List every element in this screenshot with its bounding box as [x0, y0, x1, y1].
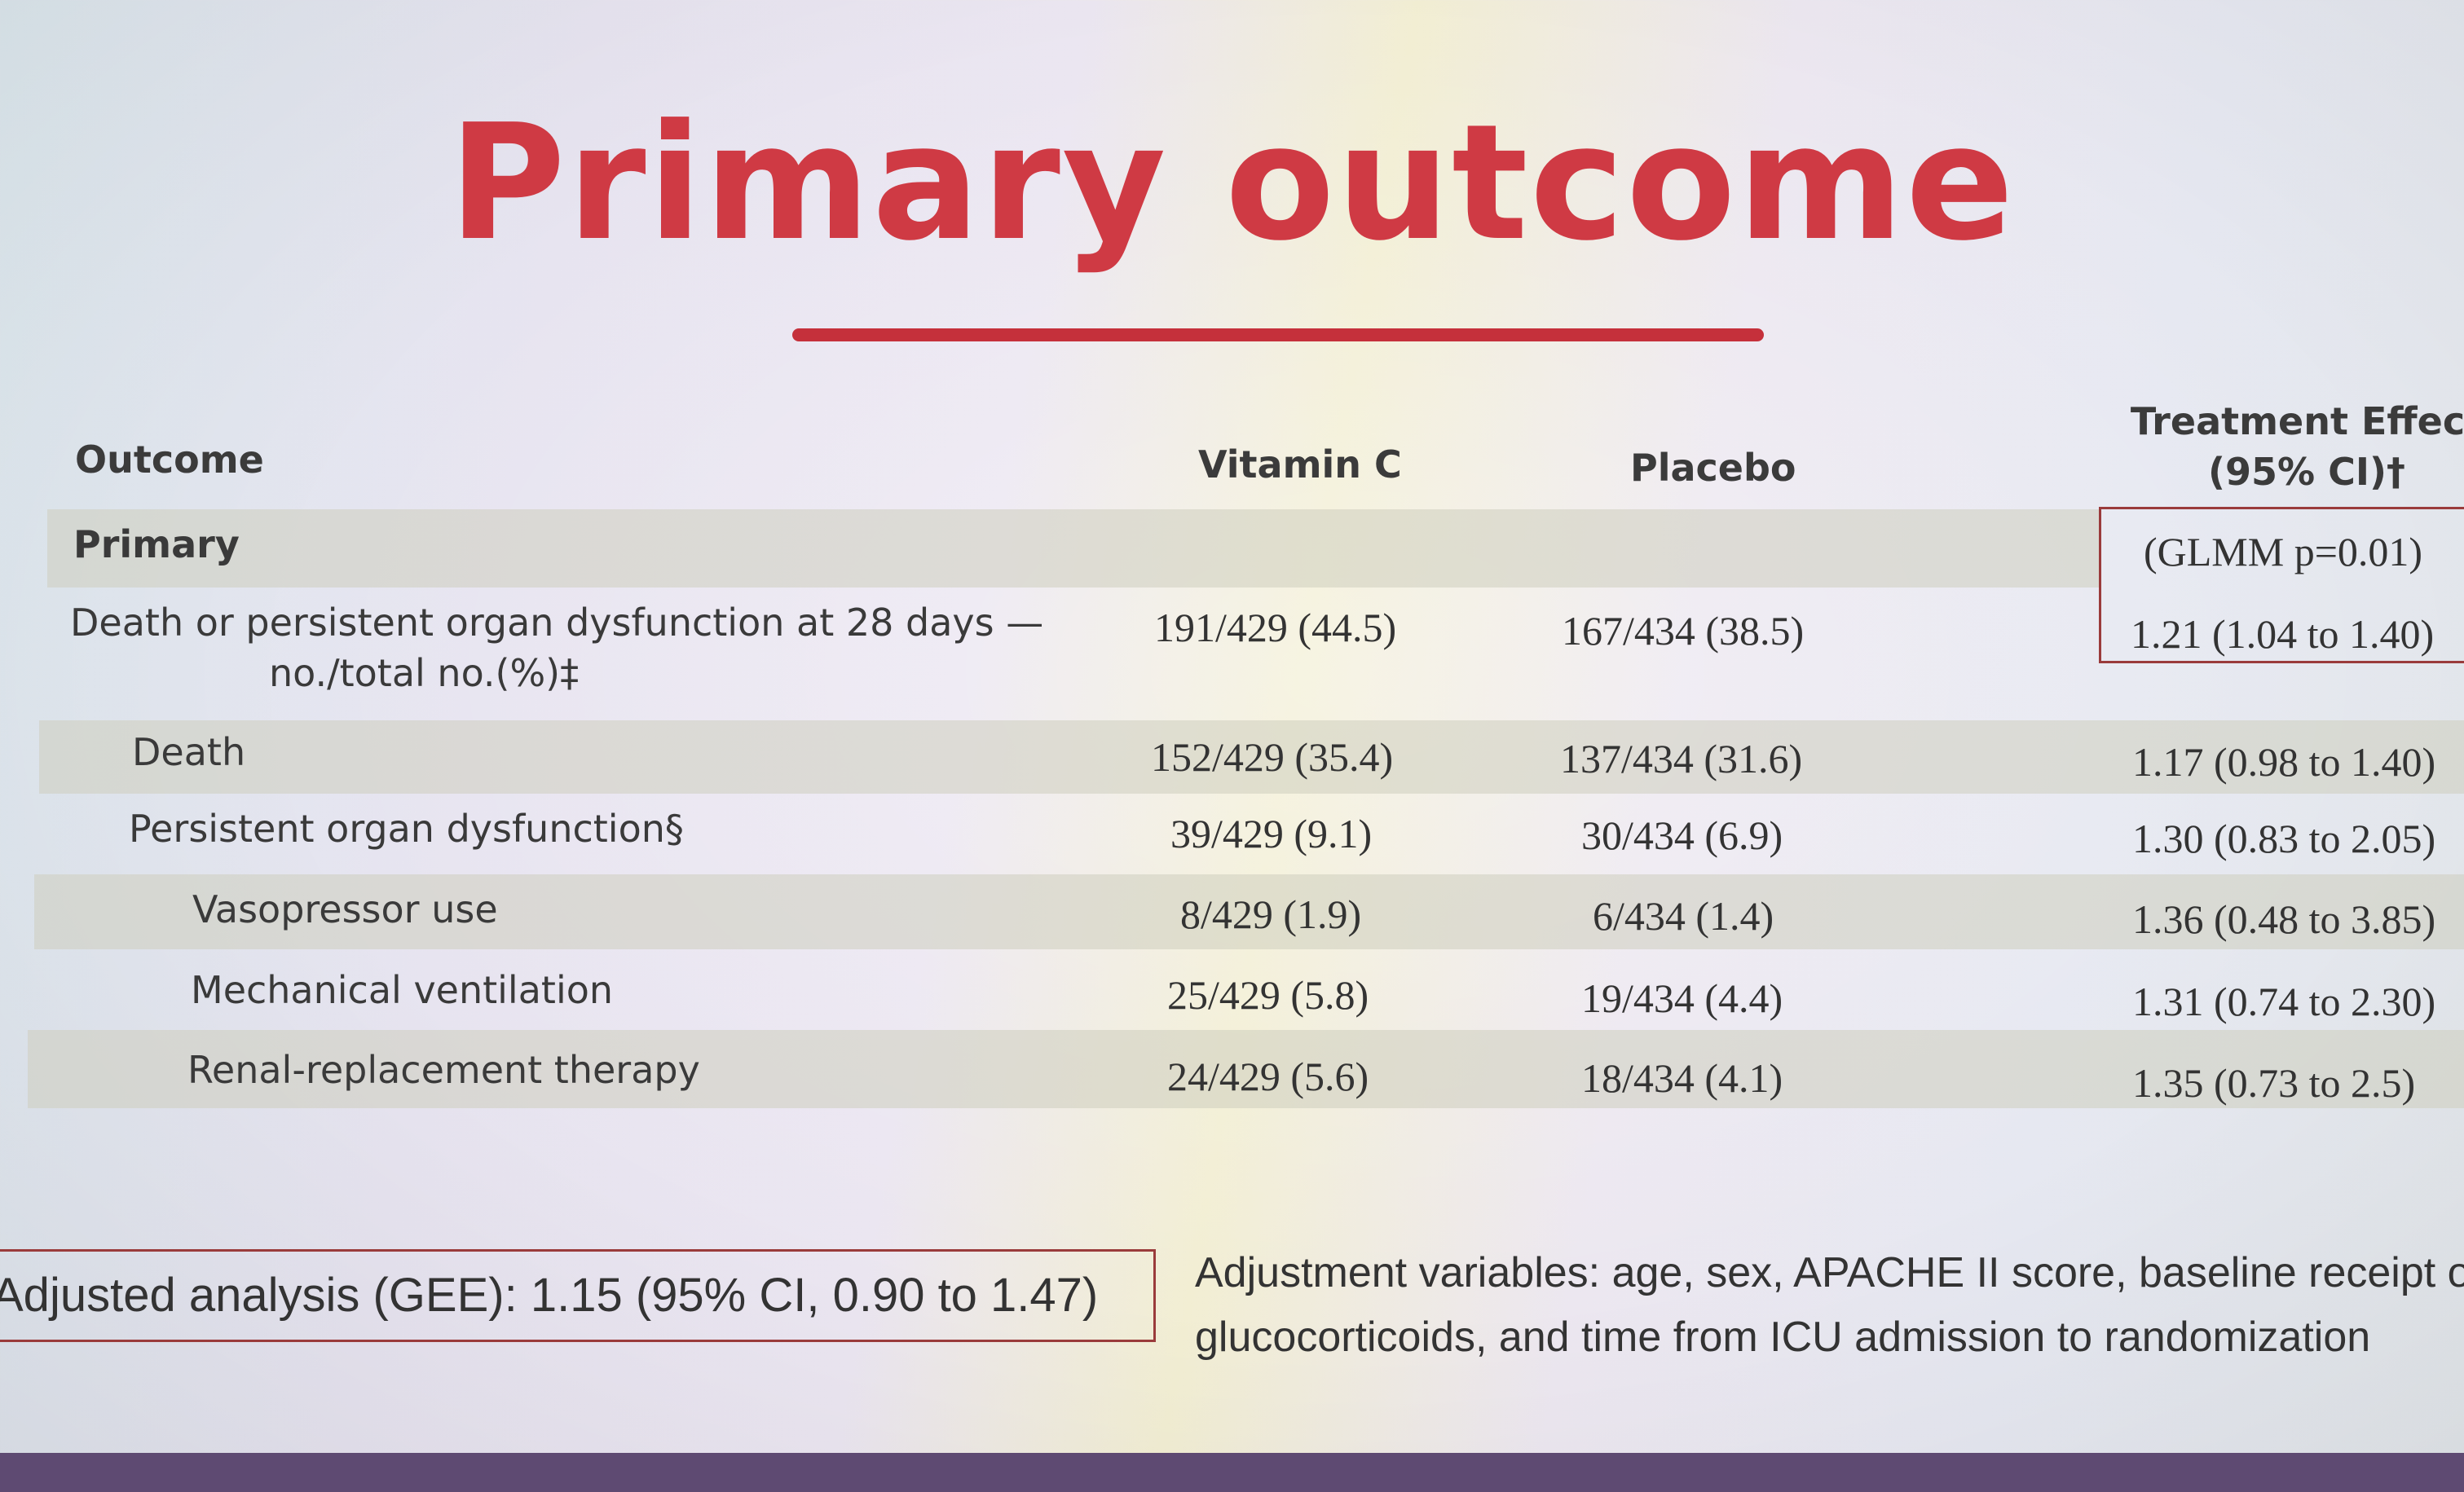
bottom-strip [0, 1453, 2464, 1492]
cell-vitamin-c: 152/429 (35.4) [1151, 734, 1394, 780]
cell-vitamin-c: 24/429 (5.6) [1167, 1054, 1369, 1099]
cell-vitamin-c: 39/429 (9.1) [1170, 811, 1373, 856]
band-renal [28, 1030, 2464, 1108]
cell-placebo: 19/434 (4.4) [1581, 975, 1783, 1021]
row-label: Mechanical ventilation [191, 968, 614, 1012]
cell-effect: 1.35 (0.73 to 2.5) [2132, 1060, 2416, 1106]
row-label: Persistent organ dysfunction§ [129, 807, 684, 851]
adjusted-analysis-text: Adjusted analysis (GEE): 1.15 (95% CI, 0… [0, 1269, 1099, 1322]
row-label: Renal-replacement therapy [187, 1048, 700, 1092]
cell-placebo: 18/434 (4.1) [1581, 1055, 1783, 1101]
band-vasopressor [34, 874, 2464, 949]
cell-vitamin-c: 25/429 (5.8) [1167, 972, 1369, 1018]
title-underline [792, 328, 1764, 341]
row-label: Death [132, 730, 246, 774]
row-label-line2: no./total no.(%)‡ [269, 651, 580, 695]
column-header-outcome: Outcome [75, 438, 264, 482]
adjusted-analysis-box [0, 1249, 1156, 1342]
adjustment-variables-line1: Adjustment variables: age, sex, APACHE I… [1195, 1249, 2464, 1296]
cell-placebo: 137/434 (31.6) [1560, 736, 1803, 781]
cell-placebo: 30/434 (6.9) [1581, 812, 1783, 858]
band-death [39, 720, 2464, 794]
column-header-placebo: Placebo [1630, 446, 1796, 490]
cell-effect: 1.30 (0.83 to 2.05) [2132, 816, 2436, 861]
treatment-effect-header-line1: Treatment Effect [2130, 399, 2464, 443]
column-header-treatment-effect: Treatment Effect (95% CI)† [2127, 397, 2464, 497]
treatment-effect-header-line2: (95% CI)† [2207, 449, 2406, 494]
cell-vitamin-c: 191/429 (44.5) [1154, 605, 1397, 650]
cell-placebo: 167/434 (38.5) [1562, 608, 1805, 654]
cell-effect: 1.36 (0.48 to 3.85) [2132, 896, 2436, 942]
cell-placebo: 6/434 (1.4) [1593, 893, 1774, 939]
cell-vitamin-c: 8/429 (1.9) [1180, 891, 1362, 937]
adjustment-variables-note: Adjustment variables: age, sex, APACHE I… [1195, 1241, 2464, 1370]
cell-effect: 1.21 (1.04 to 1.40) [2131, 611, 2435, 657]
treatment-effect-highlight-box [2099, 507, 2464, 663]
section-label-primary: Primary [73, 522, 240, 566]
cell-effect: 1.31 (0.74 to 2.30) [2132, 979, 2436, 1024]
row-label: Vasopressor use [192, 887, 498, 931]
slide-title: Primary outcome [448, 90, 2016, 276]
column-header-vitamin-c: Vitamin C [1198, 442, 1402, 486]
cell-effect: 1.17 (0.98 to 1.40) [2132, 739, 2436, 785]
adjustment-variables-line2: glucocorticoids, and time from ICU admis… [1195, 1314, 2371, 1362]
row-label-line1: Death or persistent organ dysfunction at… [70, 601, 1044, 645]
band-primary [47, 509, 2099, 588]
glmm-note: (GLMM p=0.01) [2144, 529, 2423, 574]
